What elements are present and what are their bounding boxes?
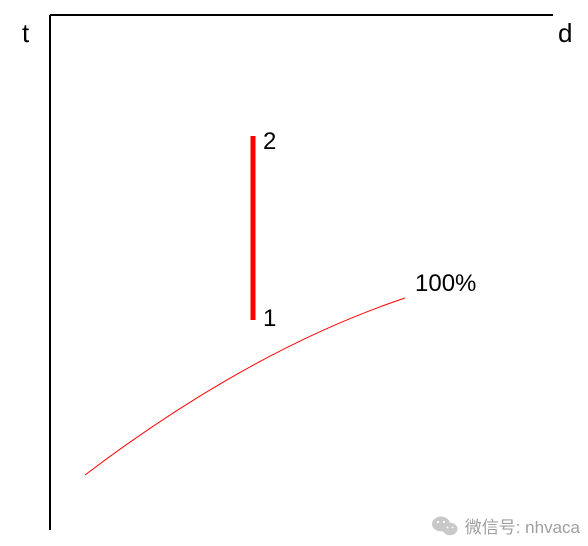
saturation-label: 100% xyxy=(415,270,476,298)
axis-label-t: t xyxy=(22,18,29,49)
psychrometric-diagram xyxy=(0,0,588,546)
point-label-1: 1 xyxy=(263,305,276,333)
watermark-text: 微信号: nhvaca xyxy=(465,513,580,538)
saturation-curve xyxy=(85,298,405,475)
point-label-2: 2 xyxy=(263,128,276,156)
axis-label-d: d xyxy=(558,18,572,49)
watermark: 微信号: nhvaca xyxy=(431,513,580,538)
wechat-icon xyxy=(431,514,459,538)
